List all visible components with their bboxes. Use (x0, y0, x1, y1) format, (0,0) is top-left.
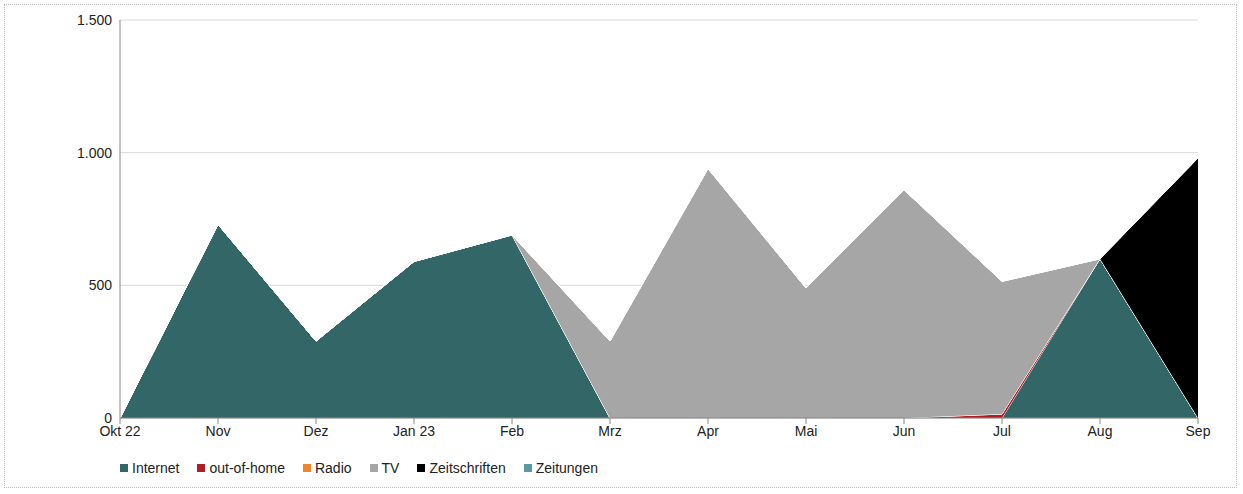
svg-text:Aug: Aug (1088, 423, 1113, 439)
html-text:Internet: Internet (132, 460, 180, 476)
svg-text:Jul: Jul (993, 423, 1011, 439)
svg-text:1.500: 1.500 (77, 12, 112, 28)
html-text:Zeitschriften: Zeitschriften (429, 460, 506, 476)
svg-text:500: 500 (89, 277, 113, 293)
html-text:Radio: Radio (315, 460, 352, 476)
svg-text:0: 0 (104, 410, 112, 426)
svg-text:Apr: Apr (697, 423, 719, 439)
svg-text:Dez: Dez (304, 423, 329, 439)
svg-text:Jan 23: Jan 23 (393, 423, 435, 439)
svg-text:Mai: Mai (795, 423, 818, 439)
svg-text:Feb: Feb (500, 423, 524, 439)
html-text:Zeitungen: Zeitungen (535, 460, 598, 476)
svg-text:Nov: Nov (206, 423, 231, 439)
svg-text:Sep: Sep (1186, 423, 1211, 439)
svg-text:Okt 22: Okt 22 (99, 422, 141, 439)
html-text:TV: TV (381, 460, 400, 476)
svg-text:Mrz: Mrz (598, 423, 621, 439)
html-text:out-of-home: out-of-home (209, 460, 285, 476)
svg-text:1.000: 1.000 (77, 145, 112, 161)
svg-text:Jun: Jun (893, 423, 916, 439)
